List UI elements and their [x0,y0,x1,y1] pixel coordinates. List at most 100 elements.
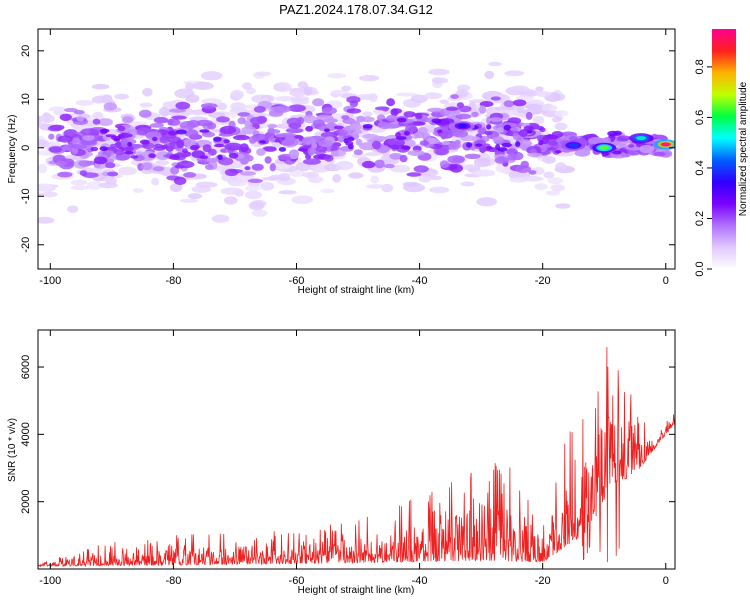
heatmap-cell [399,154,408,163]
heatmap-cell [117,125,126,132]
heatmap-cell [320,131,338,138]
heatmap-cell [192,81,214,90]
y-tick-label: 2000 [20,489,32,513]
heatmap-cell [201,131,216,138]
heatmap-cell [387,138,405,146]
heatmap-cell [49,146,63,153]
heatmap-cell [105,162,116,169]
heatmap-cell [554,150,562,154]
heatmap-cell [347,136,355,142]
heatmap-cell [447,155,466,164]
x-tick-label: 0 [663,575,669,587]
heatmap-cell [335,160,354,171]
heatmap-cell [251,209,268,217]
snr-xlabel: Height of straight line (km) [298,585,415,596]
heatmap-cell [225,111,238,118]
heatmap-cell [182,138,197,147]
heatmap-cell [311,142,318,149]
heatmap-cell [230,102,246,111]
spectrogram-frame [37,28,676,270]
heatmap-cell [57,135,73,143]
heatmap-cell [168,108,187,113]
y-tick-label: 20 [20,45,32,57]
heatmap-cell [348,172,364,179]
x-tick-label: -40 [412,575,428,587]
heatmap-cell [441,140,451,146]
heatmap-cell [413,165,429,173]
heatmap-cell [149,123,164,128]
heatmap-cell [275,95,295,102]
heatmap-cell [159,135,170,144]
heatmap-cell [57,171,73,178]
snr-panel: -100 -80 -60 -40 -20 0 2000 4000 6000 Height of … [7,329,676,596]
heatmap-cell [142,87,153,97]
heatmap-cell [233,134,250,141]
heatmap-cell [628,144,635,148]
heatmap-cell [199,155,209,159]
heatmap-cell [455,113,472,120]
heatmap-cell [117,132,133,138]
heatmap-cell [70,179,88,186]
heatmap-cell [501,142,512,148]
heatmap-cell [359,74,380,82]
heatmap-cell [346,108,362,114]
heatmap-cell [495,164,511,173]
colorbar: 0.0 0.2 0.4 0.6 0.8 Normalized spectral ampl… [694,29,749,277]
heatmap-cell [405,124,418,133]
heatmap-cell [427,107,445,113]
y-tick-label: -10 [20,188,32,204]
heatmap-cell [41,191,58,198]
heatmap-cell [118,166,137,176]
heatmap-cell [653,151,666,157]
heatmap-cell [285,127,304,134]
heatmap-cell [479,105,487,114]
heatmap-cell [510,85,530,93]
heatmap-cell [639,144,655,154]
heatmap-cell [99,146,108,152]
heatmap-cell [216,116,230,123]
heatmap-cell [528,170,537,175]
heatmap-cell [145,131,162,141]
heatmap-cell [419,140,429,146]
heatmap-cell [407,150,425,156]
heatmap-cell [151,177,160,186]
heatmap-cell [424,92,442,100]
heatmap-cell [507,117,522,125]
heatmap-cell [458,105,472,113]
heatmap-cell [390,144,399,150]
heatmap-cell [386,98,395,107]
x-tick-label: -100 [39,275,61,287]
heatmap-cell [130,155,139,159]
heatmap-cell [494,106,515,111]
heatmap-cell [492,136,505,144]
heatmap-cell [436,77,449,84]
heatmap-cell [391,108,403,114]
colorbar-label: Normalized spectral amplitude [738,81,749,216]
heatmap-cell [613,130,622,136]
heatmap-cell [449,163,464,173]
heatmap-cell [457,124,468,128]
heatmap-cell [440,130,447,140]
heatmap-cell [512,99,527,107]
heatmap-cell [518,129,529,138]
heatmap-cell [196,119,213,127]
heatmap-cell [279,132,297,138]
heatmap-cell [278,172,291,182]
heatmap-cell [273,105,291,113]
heatmap-cell [176,139,185,149]
heatmap-cell [599,145,610,150]
heatmap-cell [80,128,99,136]
heatmap-cell [297,81,309,89]
heatmap-cell [406,172,422,177]
heatmap-cell [237,117,246,125]
heatmap-cell [389,152,403,160]
heatmap-cell [320,188,335,194]
heatmap-cell [428,68,450,76]
heatmap-cell [251,163,264,171]
heatmap-cell [290,96,310,102]
heatmap-cell [203,157,219,163]
heatmap-cell [332,174,342,183]
heatmap-cell [220,125,237,135]
